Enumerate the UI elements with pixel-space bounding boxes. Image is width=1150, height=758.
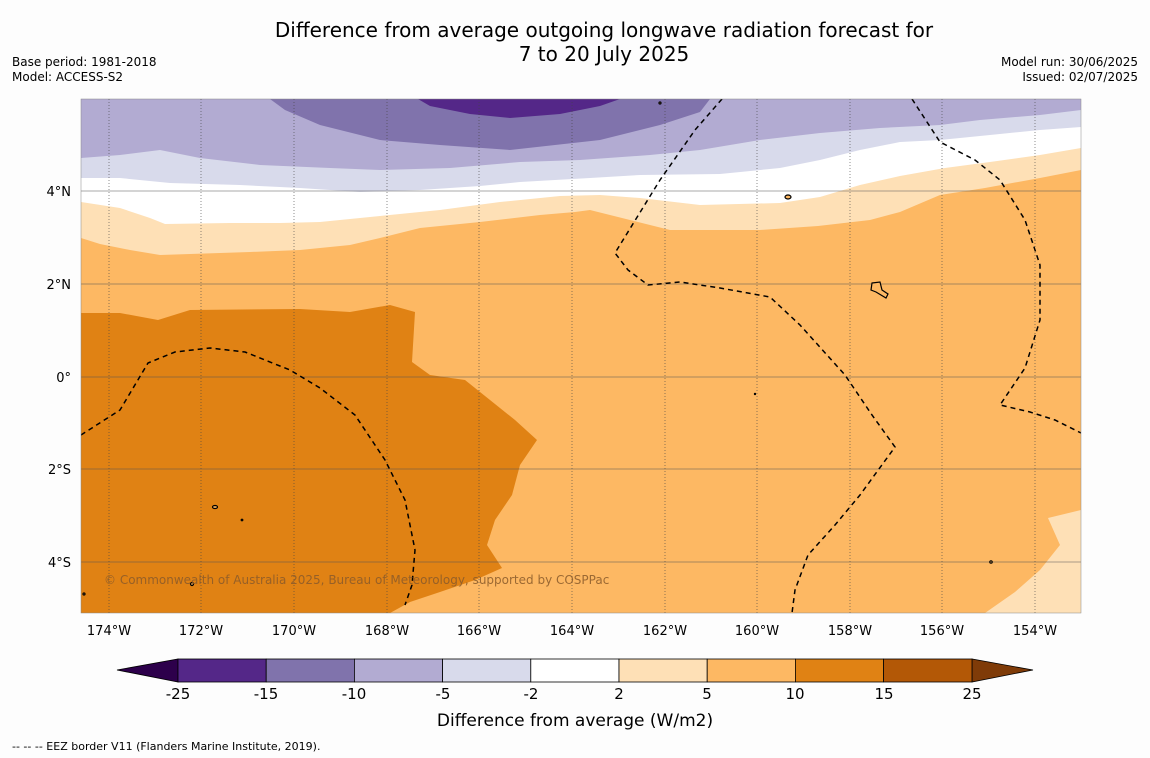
eez-borders bbox=[81, 99, 1081, 613]
colorbar-segment bbox=[706, 658, 796, 683]
colorbar-tick: 10 bbox=[785, 685, 804, 703]
model-run: Model run: 30/06/2025 bbox=[1000, 55, 1138, 69]
copyright-text: © Commonwealth of Australia 2025, Bureau… bbox=[104, 573, 609, 587]
base-period: Base period: 1981-2018 bbox=[12, 55, 157, 69]
lon-label: 168°W bbox=[365, 624, 409, 639]
lon-label: 162°W bbox=[643, 624, 687, 639]
model-name: Model: ACCESS-S2 bbox=[12, 70, 124, 84]
anomaly-minus25-minus15-region bbox=[418, 99, 620, 118]
colorbar-under-arrow bbox=[116, 658, 179, 683]
colorbar-segment bbox=[618, 658, 708, 683]
colorbar-segment bbox=[353, 658, 443, 683]
colorbar-tick: 15 bbox=[874, 685, 893, 703]
lon-label: 164°W bbox=[550, 624, 594, 639]
colorbar-tick: 25 bbox=[962, 685, 981, 703]
eez-legend-note: -- -- -- EEZ border V11 (Flanders Marine… bbox=[12, 740, 321, 753]
colorbar-tick: -2 bbox=[524, 685, 539, 703]
colorbar-tick: -25 bbox=[166, 685, 191, 703]
latitude-lines bbox=[81, 190, 1081, 563]
anomaly-minus15-minus10-region bbox=[270, 99, 710, 150]
figure-title: Difference from average outgoing longwav… bbox=[150, 18, 1058, 66]
colorbar-tick: 5 bbox=[702, 685, 712, 703]
lon-label: 154°W bbox=[1013, 624, 1057, 639]
lat-label-2s: 2°S bbox=[48, 463, 71, 478]
islands bbox=[82, 101, 993, 596]
colorbar-ticks: -25 -15 -10 -5 -2 2 5 10 15 25 bbox=[166, 685, 982, 703]
anomaly-10-15-region bbox=[81, 305, 537, 613]
island-west-small bbox=[211, 504, 219, 510]
island-starbuck bbox=[870, 281, 889, 299]
colorbar-segments bbox=[177, 658, 973, 683]
island-dot-6 bbox=[82, 592, 86, 596]
colorbar-segment bbox=[177, 658, 267, 683]
colorbar: -25 -15 -10 -5 -2 2 5 10 15 25 Differenc… bbox=[116, 658, 1034, 731]
lon-label: 172°W bbox=[179, 624, 223, 639]
lon-label: 160°W bbox=[735, 624, 779, 639]
lat-label-0: 0° bbox=[56, 371, 71, 386]
colorbar-tick: -10 bbox=[342, 685, 367, 703]
title-line-1: Difference from average outgoing longwav… bbox=[274, 18, 934, 42]
island-dot-1 bbox=[658, 101, 662, 105]
colorbar-tick: -5 bbox=[436, 685, 451, 703]
island-dot-3 bbox=[753, 392, 757, 396]
island-dot-4 bbox=[989, 560, 993, 564]
anomaly-2-5-patch-southeast bbox=[985, 510, 1081, 613]
lat-label-2n: 2°N bbox=[47, 278, 72, 293]
lon-label: 166°W bbox=[457, 624, 501, 639]
colorbar-segment bbox=[795, 658, 885, 683]
colorbar-segment bbox=[883, 658, 973, 683]
lon-label: 156°W bbox=[920, 624, 964, 639]
colorbar-over-arrow bbox=[971, 658, 1034, 683]
title-line-2: 7 to 20 July 2025 bbox=[518, 42, 690, 66]
longitude-labels: 174°W 172°W 170°W 168°W 166°W 164°W 162°… bbox=[87, 624, 1057, 639]
colorbar-tick: 2 bbox=[614, 685, 624, 703]
metadata-left: Base period: 1981-2018 Model: ACCESS-S2 bbox=[12, 55, 157, 85]
lat-label-4n: 4°N bbox=[47, 185, 72, 200]
colorbar-tick: -15 bbox=[254, 685, 279, 703]
colorbar-label: Difference from average (W/m2) bbox=[437, 711, 713, 731]
lon-label: 158°W bbox=[828, 624, 872, 639]
lon-label: 174°W bbox=[87, 624, 131, 639]
colorbar-segment bbox=[530, 658, 620, 683]
island-jarvis bbox=[784, 194, 792, 200]
issued-date: Issued: 02/07/2025 bbox=[1022, 70, 1138, 84]
colorbar-segment bbox=[265, 658, 355, 683]
lat-label-4s: 4°S bbox=[48, 556, 71, 571]
island-dot-2 bbox=[240, 518, 244, 522]
map-frame bbox=[80, 98, 1082, 614]
lon-label: 170°W bbox=[272, 624, 316, 639]
colorbar-segment bbox=[442, 658, 532, 683]
latitude-labels: 4°N 2°N 0° 2°S 4°S bbox=[47, 185, 72, 571]
map-panel: © Commonwealth of Australia 2025, Bureau… bbox=[81, 99, 1081, 613]
island-dot-5 bbox=[189, 581, 195, 587]
metadata-right: Model run: 30/06/2025 Issued: 02/07/2025 bbox=[1001, 55, 1138, 85]
